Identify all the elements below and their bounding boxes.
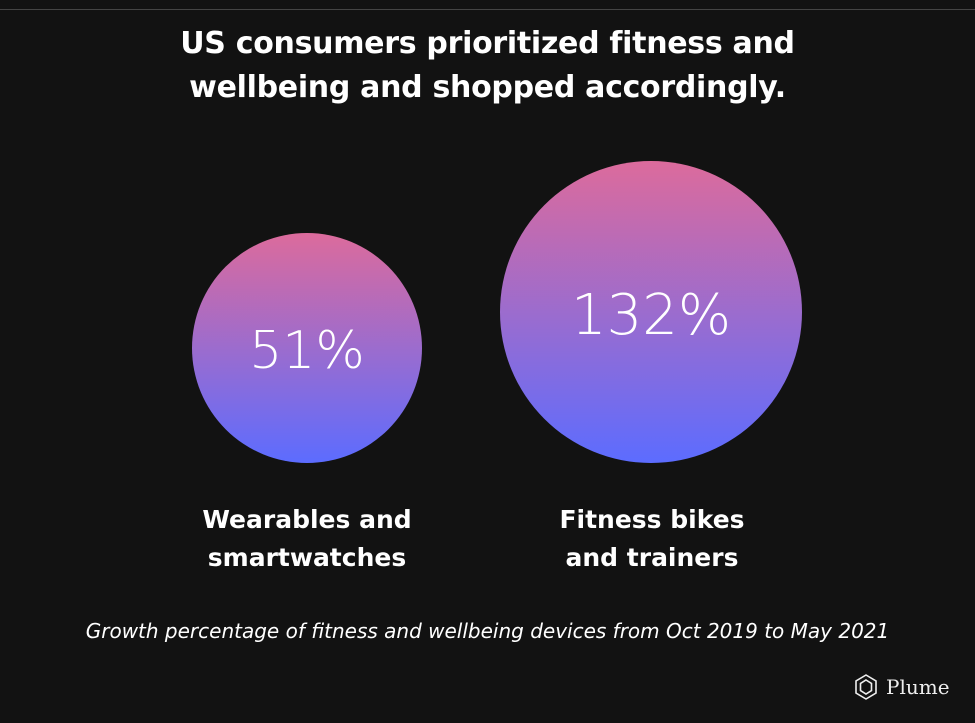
category-label-line: Fitness bikes	[559, 505, 745, 534]
category-label-fitness-bikes: Fitness bikes and trainers	[502, 501, 802, 577]
data-label-1: 51%	[249, 321, 365, 381]
brand-name: Plume	[886, 675, 950, 699]
category-label-line: smartwatches	[207, 543, 407, 572]
plume-hexagon-logo-icon	[855, 674, 877, 700]
bubble-2	[500, 161, 802, 463]
top-divider	[0, 9, 975, 10]
category-label-wearables: Wearables and smartwatches	[157, 501, 457, 577]
data-label-2: 132%	[571, 283, 731, 348]
title-line-1: US consumers prioritized fitness and	[180, 26, 795, 61]
chart-caption: Growth percentage of fitness and wellbei…	[85, 619, 890, 643]
chart-title: US consumers prioritized fitness and wel…	[0, 22, 975, 110]
bubble-1	[192, 233, 422, 463]
title-line-2: wellbeing and shopped accordingly.	[189, 70, 786, 105]
category-label-line: Wearables and	[202, 505, 412, 534]
plume-logo: Plume	[852, 673, 950, 701]
category-label-line: and trainers	[565, 543, 739, 572]
